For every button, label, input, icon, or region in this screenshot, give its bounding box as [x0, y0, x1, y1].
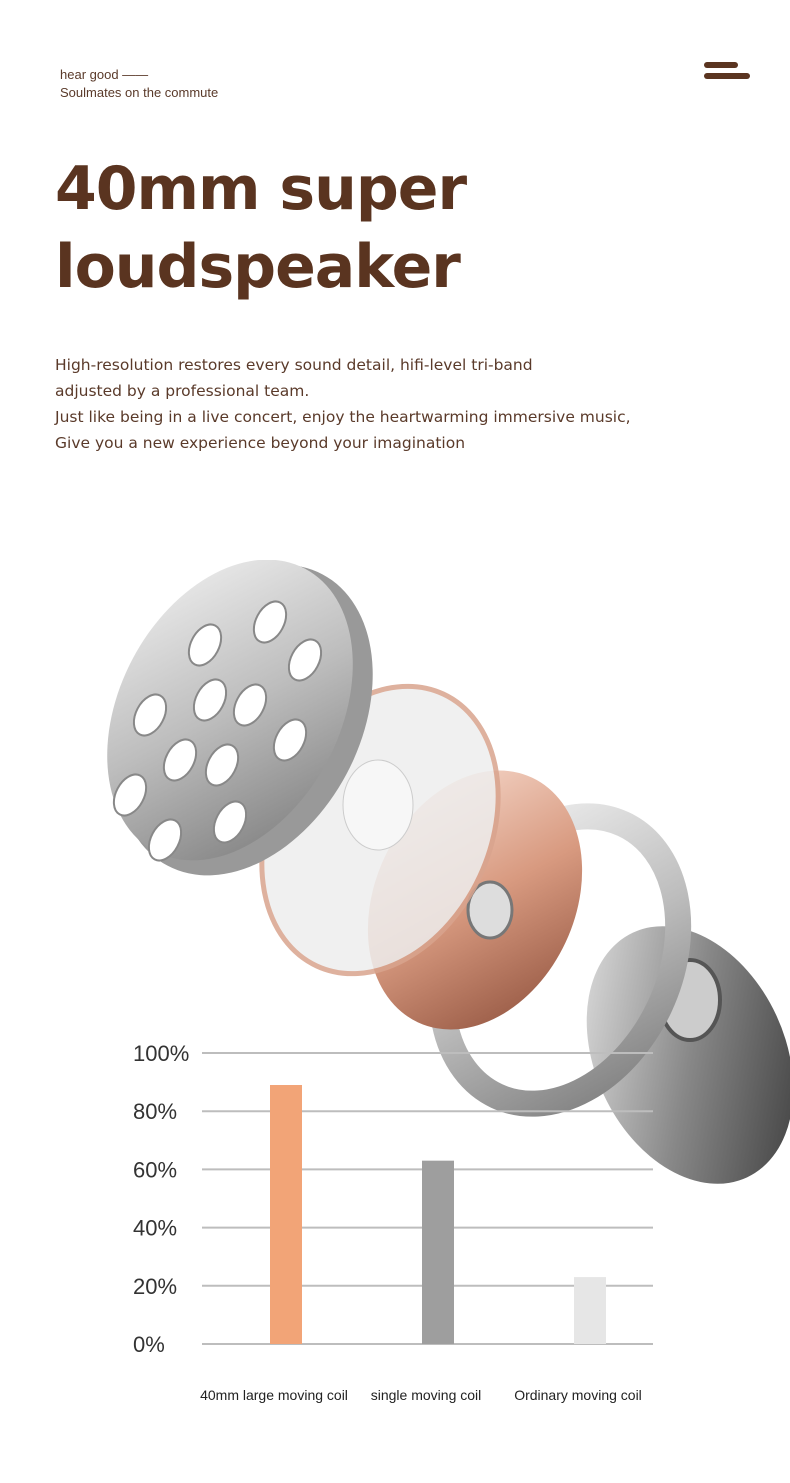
grill-cover — [107, 560, 373, 876]
bar-chart: 0% 20% 40% 60% 80% 100% 40mm large moving coil… — [133, 1041, 653, 1403]
title-line-2: loudspeaker — [55, 232, 461, 302]
y-tick-label: 100% — [133, 1041, 189, 1066]
bar — [574, 1277, 606, 1344]
x-category-label: Ordinary moving coil — [514, 1387, 642, 1403]
description-line: Give you a new experience beyond your im… — [55, 434, 466, 452]
description-line: adjusted by a professional team. — [55, 382, 310, 400]
description: High-resolution restores every sound det… — [55, 352, 631, 456]
title-line-1: 40mm super — [55, 154, 467, 224]
bar — [270, 1085, 302, 1344]
x-category-label: 40mm large moving coil — [200, 1387, 348, 1403]
speaker-exploded-illustration — [107, 560, 790, 1184]
y-tick-label: 60% — [133, 1157, 177, 1182]
page-title: 40mm super loudspeaker — [55, 150, 467, 306]
y-tick-label: 40% — [133, 1216, 177, 1241]
bar — [422, 1160, 454, 1344]
y-tick-label: 0% — [133, 1332, 165, 1357]
x-category-label: single moving coil — [371, 1387, 482, 1403]
description-line: High-resolution restores every sound det… — [55, 356, 533, 374]
y-tick-label: 20% — [133, 1274, 177, 1299]
tagline-line-1: hear good —— — [60, 67, 149, 82]
tagline: hear good —— Soulmates on the commute — [60, 66, 218, 102]
description-line: Just like being in a live concert, enjoy… — [55, 408, 631, 426]
tagline-line-2: Soulmates on the commute — [60, 85, 219, 100]
menu-icon[interactable] — [704, 62, 750, 82]
y-tick-label: 80% — [133, 1099, 177, 1124]
